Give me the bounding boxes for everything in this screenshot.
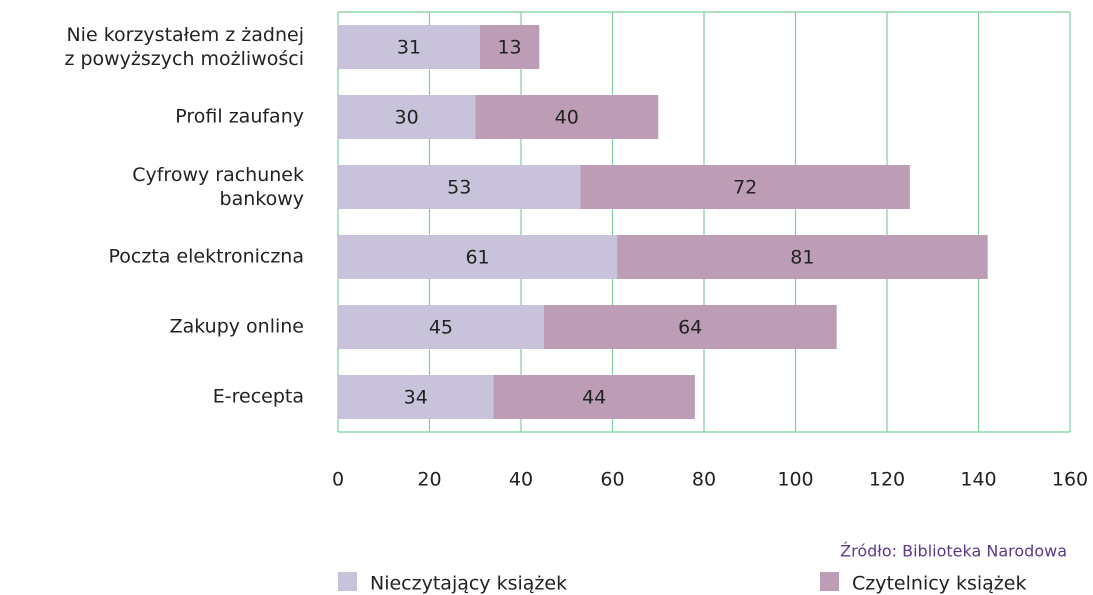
x-tick-label: 100 bbox=[777, 469, 813, 491]
bar bbox=[543, 305, 837, 349]
value-label: 44 bbox=[582, 387, 606, 409]
y-tick-label: Cyfrowy rachunek bankowy bbox=[132, 164, 304, 210]
value-label: 13 bbox=[497, 37, 521, 59]
x-tick-label: 160 bbox=[1052, 469, 1088, 491]
x-tick-label: 60 bbox=[600, 469, 624, 491]
bar bbox=[479, 25, 540, 69]
value-label: 30 bbox=[395, 107, 419, 129]
value-label: 31 bbox=[397, 37, 421, 59]
bar bbox=[338, 305, 544, 349]
y-tick-label: Profil zaufany bbox=[175, 106, 304, 128]
bar bbox=[338, 95, 476, 139]
x-tick-label: 80 bbox=[692, 469, 716, 491]
x-tick-label: 20 bbox=[417, 469, 441, 491]
value-label: 72 bbox=[733, 177, 757, 199]
value-label: 61 bbox=[465, 247, 489, 269]
bar bbox=[617, 235, 988, 279]
value-label: 40 bbox=[555, 107, 579, 129]
bar bbox=[493, 375, 695, 419]
value-label: 53 bbox=[447, 177, 471, 199]
bar bbox=[338, 235, 618, 279]
bar bbox=[580, 165, 910, 209]
x-tick-label: 40 bbox=[509, 469, 533, 491]
bar bbox=[338, 165, 581, 209]
y-tick-label: Nie korzystałem z żadnej z powyższych moż… bbox=[64, 24, 304, 70]
value-label: 64 bbox=[678, 317, 702, 339]
legend-label: Czytelnicy książek bbox=[852, 573, 1026, 595]
legend-label: Nieczytający książek bbox=[370, 573, 567, 595]
bar bbox=[338, 25, 480, 69]
value-label: 81 bbox=[790, 247, 814, 269]
legend-swatch bbox=[820, 572, 839, 591]
bar bbox=[338, 375, 494, 419]
x-tick-label: 120 bbox=[869, 469, 905, 491]
y-tick-label: E-recepta bbox=[213, 386, 304, 408]
legend-swatch bbox=[338, 572, 357, 591]
value-label: 34 bbox=[404, 387, 428, 409]
bar bbox=[475, 95, 659, 139]
source: Źródło: Biblioteka Narodowa bbox=[840, 542, 1067, 561]
x-tick-label: 0 bbox=[332, 469, 344, 491]
y-tick-label: Zakupy online bbox=[170, 316, 304, 338]
value-label: 45 bbox=[429, 317, 453, 339]
y-tick-label: Poczta elektroniczna bbox=[108, 246, 304, 268]
x-tick-label: 140 bbox=[960, 469, 996, 491]
